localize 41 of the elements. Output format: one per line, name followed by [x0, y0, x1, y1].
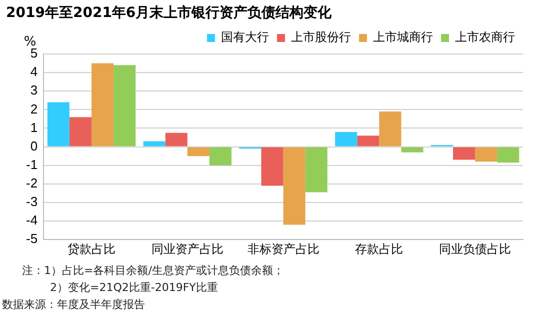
y-tick-label: -3 — [26, 194, 38, 210]
legend-label: 上市农商行 — [455, 30, 515, 44]
legend-label: 国有大行 — [221, 30, 269, 44]
y-tick-label: 1 — [30, 120, 38, 135]
bar — [335, 132, 358, 146]
y-tick-label: 0 — [30, 138, 38, 154]
x-tick-label: 同业负债占比 — [439, 242, 512, 256]
y-tick-label: 2 — [30, 101, 38, 116]
bar — [209, 147, 232, 166]
x-tick-label: 贷款占比 — [68, 242, 116, 256]
x-tick-label: 存款占比 — [355, 242, 404, 256]
chart-title: 2019年至2021年6月末上市银行资产负债结构变化 — [6, 4, 332, 22]
bar — [379, 112, 402, 146]
bar — [92, 63, 114, 146]
bar — [357, 136, 380, 146]
legend-label: 上市股份行 — [291, 30, 351, 44]
bar — [475, 147, 498, 162]
y-tick-label: -2 — [26, 176, 38, 190]
bar — [283, 147, 306, 225]
y-tick-label: 3 — [30, 82, 38, 98]
bar — [261, 147, 284, 186]
y-tick-label: 4 — [30, 64, 38, 80]
bar — [305, 147, 328, 192]
x-tick-label: 同业资产占比 — [151, 242, 224, 256]
bar — [453, 147, 476, 160]
text: 注：1）占比=各科目余额/生息资产或计息负债余额； — [22, 263, 284, 279]
y-tick-label: -1 — [26, 156, 38, 172]
legend-label: 上市城商行 — [373, 30, 433, 44]
bar — [401, 147, 424, 152]
x-tick-label: 非标资产占比 — [247, 242, 320, 256]
bar — [143, 141, 166, 146]
bar — [165, 132, 188, 146]
source-note: 数据来源：年度及半年度报告 — [2, 297, 146, 313]
y-tick-label: -5 — [26, 231, 38, 246]
bar — [47, 102, 70, 146]
bar — [187, 147, 210, 156]
y-tick-label: -4 — [26, 212, 38, 228]
bar — [69, 117, 92, 146]
bar — [114, 65, 136, 146]
text: 2）变化=21Q2比重-2019FY比重 — [49, 280, 219, 296]
bar — [497, 147, 520, 163]
